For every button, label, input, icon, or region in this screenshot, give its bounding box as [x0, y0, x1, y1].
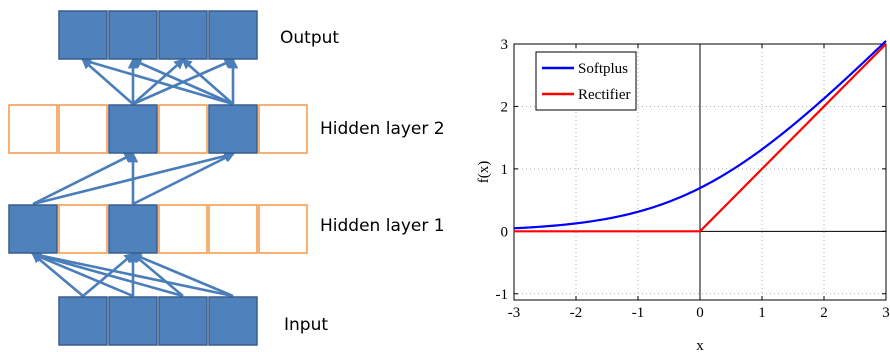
input-unit-active: [158, 296, 208, 346]
connection-arrow: [81, 57, 234, 106]
input-layer-label: Input: [284, 315, 329, 335]
series-line-softplus: [513, 40, 887, 230]
connection-arrow: [181, 58, 234, 105]
connection-arrow: [131, 58, 234, 106]
legend-label-softplus: Softplus: [578, 61, 628, 77]
y-tick-label: 0: [501, 224, 509, 240]
y-tick-label: 2: [501, 99, 509, 115]
legend-box: [535, 51, 637, 111]
activation-plot: -3 -2 -1 0 1 2 3 -1 0 1 2 3 x f(x) Softplus Rectifier: [476, 37, 890, 352]
legend-label-rectifier: Rectifier: [578, 87, 630, 103]
x-tick-label: -2: [570, 305, 583, 321]
connection-arrow: [32, 152, 135, 206]
connection-arrow: [30, 251, 184, 298]
hidden-layer-1-label: Hidden layer 1: [320, 216, 445, 236]
hidden1-unit-inactive: [208, 204, 258, 254]
output-unit-active: [58, 10, 108, 60]
y-tick-label: 3: [501, 37, 509, 53]
output-unit-active: [108, 10, 158, 60]
x-tick-label: 2: [820, 305, 828, 321]
connection-arrow: [30, 250, 234, 298]
hidden2-unit-inactive: [58, 104, 108, 154]
network-units: [8, 10, 308, 346]
hidden1-unit-inactive: [58, 204, 108, 254]
x-tick-label: 1: [758, 305, 766, 321]
connection-arrow: [131, 252, 234, 298]
network-edges: [30, 57, 239, 298]
hidden2-unit-active: [208, 104, 258, 154]
input-unit-active: [108, 296, 158, 346]
hidden2-unit-inactive: [258, 104, 308, 154]
hidden-layer-2-label: Hidden layer 2: [320, 119, 445, 139]
x-tick-label: 0: [696, 305, 704, 321]
hidden1-unit-inactive: [158, 204, 208, 254]
y-tick-label: 1: [501, 162, 509, 178]
y-tick-label: -1: [496, 287, 509, 303]
x-tick-label: 3: [882, 305, 890, 321]
hidden2-unit-inactive: [158, 104, 208, 154]
hidden2-unit-inactive: [8, 104, 58, 154]
series-line-rectifier: [514, 43, 887, 233]
hidden1-unit-active: [108, 204, 158, 254]
output-layer-label: Output: [280, 28, 340, 48]
connection-arrow: [81, 58, 134, 105]
output-unit-active: [158, 10, 208, 60]
input-unit-active: [58, 296, 108, 346]
input-unit-active: [208, 296, 258, 346]
x-tick-label: -3: [508, 305, 521, 321]
hidden2-unit-active: [108, 104, 158, 154]
legend: Softplus Rectifier: [535, 51, 637, 111]
hidden1-unit-inactive: [258, 204, 308, 254]
output-unit-active: [208, 10, 258, 60]
hidden1-unit-active: [8, 204, 58, 254]
connection-arrow: [31, 252, 134, 298]
x-axis-label: x: [696, 338, 704, 352]
x-tick-label: -1: [632, 305, 645, 321]
connection-arrow: [132, 152, 235, 206]
y-axis-label: f(x): [476, 161, 492, 184]
